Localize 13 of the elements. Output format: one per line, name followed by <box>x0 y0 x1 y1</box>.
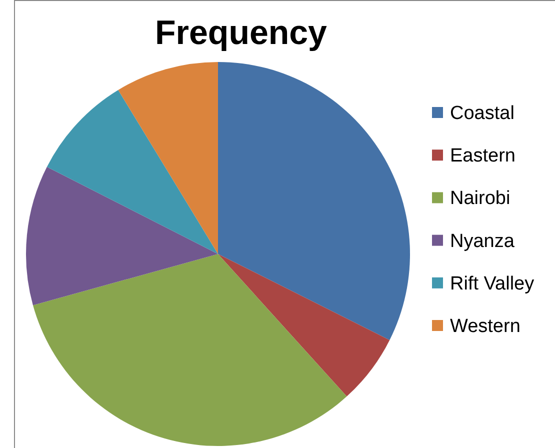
pie-slice <box>118 62 218 254</box>
legend-label: Nairobi <box>450 188 510 210</box>
legend-label: Rift Valley <box>450 273 535 294</box>
pie-slice <box>32 254 347 446</box>
legend-label: Eastern <box>450 146 516 167</box>
pie-slice <box>218 62 410 340</box>
pie-slice <box>26 166 218 306</box>
legend-label: Coastal <box>450 103 514 124</box>
legend-label: Western <box>450 316 520 337</box>
pie-slice <box>218 254 390 396</box>
pie-slice <box>46 90 218 254</box>
legend-label: Nyanza <box>450 230 515 252</box>
chart-title: Frequency <box>155 14 328 52</box>
